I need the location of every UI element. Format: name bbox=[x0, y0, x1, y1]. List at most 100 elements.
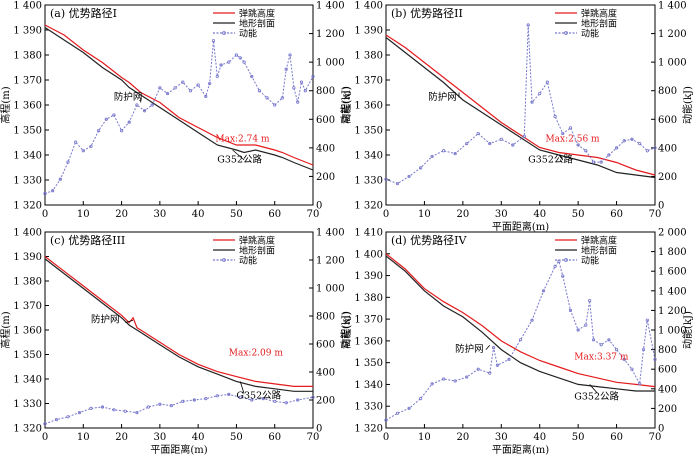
y-right-tick-label: 1 000 bbox=[316, 284, 345, 295]
net-pointer bbox=[125, 319, 134, 324]
y-left-tick-label: 1 340 bbox=[354, 151, 383, 162]
y-left-tick-label: 1 370 bbox=[354, 315, 383, 326]
x-tick-label: 60 bbox=[610, 209, 623, 220]
energy-point bbox=[645, 318, 649, 322]
y-right-axis-title: 动能(kJ) bbox=[681, 311, 694, 349]
legend-label: 动能 bbox=[239, 28, 257, 40]
y-left-tick-label: 1 330 bbox=[13, 176, 42, 187]
series-line-2 bbox=[44, 258, 313, 392]
energy-point bbox=[495, 363, 500, 367]
energy-point bbox=[418, 166, 423, 170]
y-left-tick-label: 1 410 bbox=[354, 228, 383, 239]
y-left-axis-title: 高程(m) bbox=[340, 311, 353, 348]
energy-point bbox=[384, 177, 388, 181]
energy-point bbox=[204, 396, 208, 401]
energy-point bbox=[89, 144, 93, 149]
energy-point bbox=[292, 86, 296, 90]
energy-point bbox=[442, 149, 446, 153]
energy-point bbox=[284, 67, 288, 71]
y-left-tick-label: 1 400 bbox=[13, 1, 42, 12]
y-left-tick-label: 1 390 bbox=[13, 26, 42, 37]
y-left-tick-label: 1 380 bbox=[354, 293, 383, 304]
y-right-tick-label: 800 bbox=[658, 345, 677, 356]
legend-marker bbox=[564, 31, 568, 35]
legend-marker bbox=[222, 258, 226, 262]
y-left-tick-label: 1 370 bbox=[354, 76, 383, 87]
x-tick-label: 50 bbox=[572, 209, 585, 220]
energy-point bbox=[204, 94, 208, 99]
energy-point bbox=[165, 91, 170, 96]
energy-point bbox=[561, 131, 565, 136]
energy-point bbox=[588, 298, 592, 303]
max-annotation: Max:2.74 m bbox=[215, 134, 270, 144]
x-tick-label: 20 bbox=[456, 209, 469, 220]
energy-point bbox=[192, 398, 196, 402]
energy-point bbox=[591, 338, 596, 342]
energy-point bbox=[81, 149, 85, 153]
y-left-tick-label: 1 360 bbox=[13, 101, 42, 112]
energy-point bbox=[58, 177, 62, 181]
x-tick-label: 70 bbox=[307, 209, 320, 220]
road-pointer bbox=[232, 149, 245, 161]
panel-label: (c) 优势路径III bbox=[50, 234, 125, 247]
energy-point bbox=[142, 109, 147, 113]
y-left-tick-label: 1 350 bbox=[13, 126, 42, 137]
y-right-tick-label: 1 200 bbox=[658, 29, 687, 40]
energy-point bbox=[43, 422, 47, 426]
energy-point bbox=[158, 86, 162, 90]
series-line-1 bbox=[385, 253, 656, 388]
energy-point bbox=[591, 160, 596, 164]
y-left-tick-label: 1 380 bbox=[13, 51, 42, 62]
energy-point bbox=[568, 308, 573, 312]
energy-point bbox=[465, 375, 469, 379]
x-tick-label: 30 bbox=[153, 432, 166, 443]
y-left-axis-title: 高程(m) bbox=[340, 86, 353, 123]
y-left-tick-label: 1 380 bbox=[13, 277, 42, 288]
y-right-tick-label: 200 bbox=[316, 396, 335, 407]
energy-point bbox=[296, 100, 300, 104]
legend-marker bbox=[222, 31, 226, 35]
x-tick-label: 0 bbox=[383, 209, 389, 220]
energy-point bbox=[395, 411, 400, 415]
series-line-3 bbox=[44, 393, 314, 425]
energy-point bbox=[511, 143, 515, 147]
legend-label: 动能 bbox=[581, 28, 599, 40]
y-left-tick-label: 1 390 bbox=[13, 252, 42, 263]
chart-panel-3: 0 10 20 30 40 50 60 70 1 320 1 330 1 340 1 350 1 360… bbox=[0, 228, 352, 457]
x-tick-label: 40 bbox=[192, 209, 205, 220]
energy-point bbox=[208, 81, 212, 86]
series-line-1 bbox=[44, 256, 313, 387]
energy-point bbox=[97, 129, 101, 133]
energy-point bbox=[54, 417, 59, 422]
y-right-tick-label: 1 400 bbox=[316, 1, 345, 12]
energy-point bbox=[453, 379, 457, 383]
x-tick-label: 0 bbox=[383, 432, 389, 443]
energy-point bbox=[74, 140, 78, 144]
legend-marker bbox=[564, 258, 568, 262]
energy-point bbox=[638, 382, 642, 386]
y-right-tick-label: 1 000 bbox=[658, 58, 687, 69]
energy-point bbox=[273, 399, 277, 403]
energy-point bbox=[280, 96, 284, 100]
energy-point bbox=[530, 100, 534, 104]
x-tick-label: 30 bbox=[495, 209, 508, 220]
y-left-axis-title: 高程(m) bbox=[0, 311, 12, 348]
energy-point bbox=[173, 86, 177, 90]
chart-panel-1: 0 10 20 30 40 50 60 70 1 320 1 330 1 340 1 350 1 360… bbox=[0, 1, 352, 221]
y-right-tick-label: 1 200 bbox=[658, 306, 687, 317]
x-tick-label: 70 bbox=[649, 209, 662, 220]
energy-point bbox=[630, 367, 634, 371]
energy-point bbox=[553, 264, 557, 268]
energy-point bbox=[395, 181, 400, 186]
y-left-tick-label: 1 320 bbox=[13, 201, 42, 212]
energy-point bbox=[530, 318, 534, 322]
energy-point bbox=[553, 114, 557, 119]
y-left-tick-label: 1 360 bbox=[13, 326, 42, 337]
energy-point bbox=[227, 392, 231, 396]
y-right-tick-label: 400 bbox=[658, 143, 677, 154]
series-line-2 bbox=[44, 26, 314, 171]
energy-point bbox=[430, 154, 434, 159]
series-line-3 bbox=[385, 260, 656, 421]
y-right-axis-title: 动能(kJ) bbox=[681, 86, 694, 124]
energy-point bbox=[465, 141, 469, 146]
